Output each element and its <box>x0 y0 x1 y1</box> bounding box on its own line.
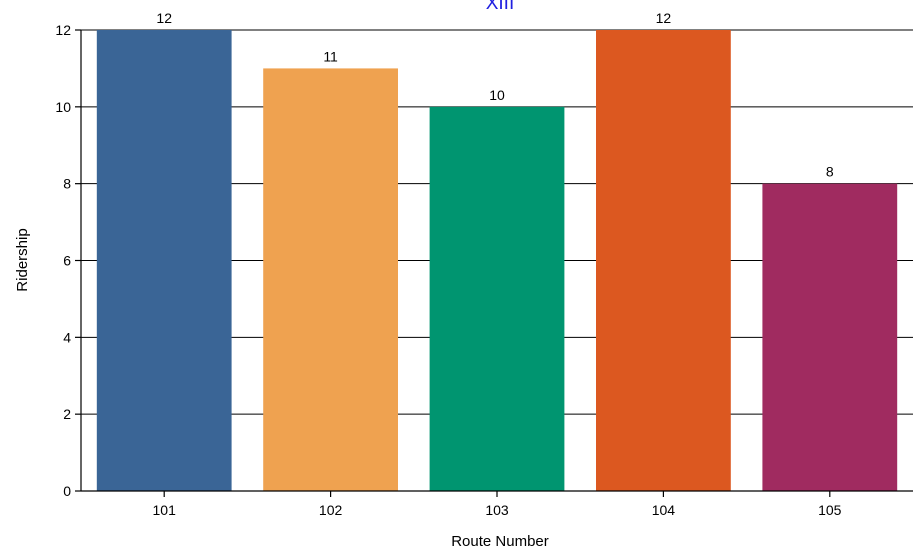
bar-101 <box>96 30 232 491</box>
bar-102 <box>263 68 398 492</box>
x-tick-label-103: 103 <box>485 502 509 518</box>
bar-103 <box>429 106 565 491</box>
y-tick-label: 8 <box>63 176 71 192</box>
y-tick-label: 12 <box>55 22 71 38</box>
x-tick-label-102: 102 <box>319 502 343 518</box>
x-tick-label-101: 101 <box>153 502 177 518</box>
y-axis-label: Ridership <box>14 228 31 291</box>
bar-105 <box>762 183 898 491</box>
data-label-102: 11 <box>323 48 338 64</box>
y-tick-label: 4 <box>63 329 71 345</box>
y-axis-ticks: 0 2 4 6 8 10 12 <box>55 22 81 499</box>
x-axis-ticks: 101 102 103 104 105 <box>153 491 842 518</box>
y-tick-label: 0 <box>63 483 71 499</box>
x-axis-label: Route Number <box>451 533 549 550</box>
y-tick-label: 10 <box>55 99 71 115</box>
data-label-104: 12 <box>656 10 672 26</box>
data-label-101: 12 <box>156 10 172 26</box>
x-tick-label-105: 105 <box>818 502 842 518</box>
data-label-103: 10 <box>489 87 505 103</box>
x-tick-label-104: 104 <box>652 502 676 518</box>
y-tick-label: 6 <box>63 253 71 269</box>
data-labels: 12 11 10 12 8 <box>156 10 833 180</box>
data-label-105: 8 <box>826 164 834 180</box>
chart-title: XIII <box>486 0 515 14</box>
bars <box>96 30 898 492</box>
bar-104 <box>596 30 731 491</box>
y-tick-label: 2 <box>63 406 71 422</box>
